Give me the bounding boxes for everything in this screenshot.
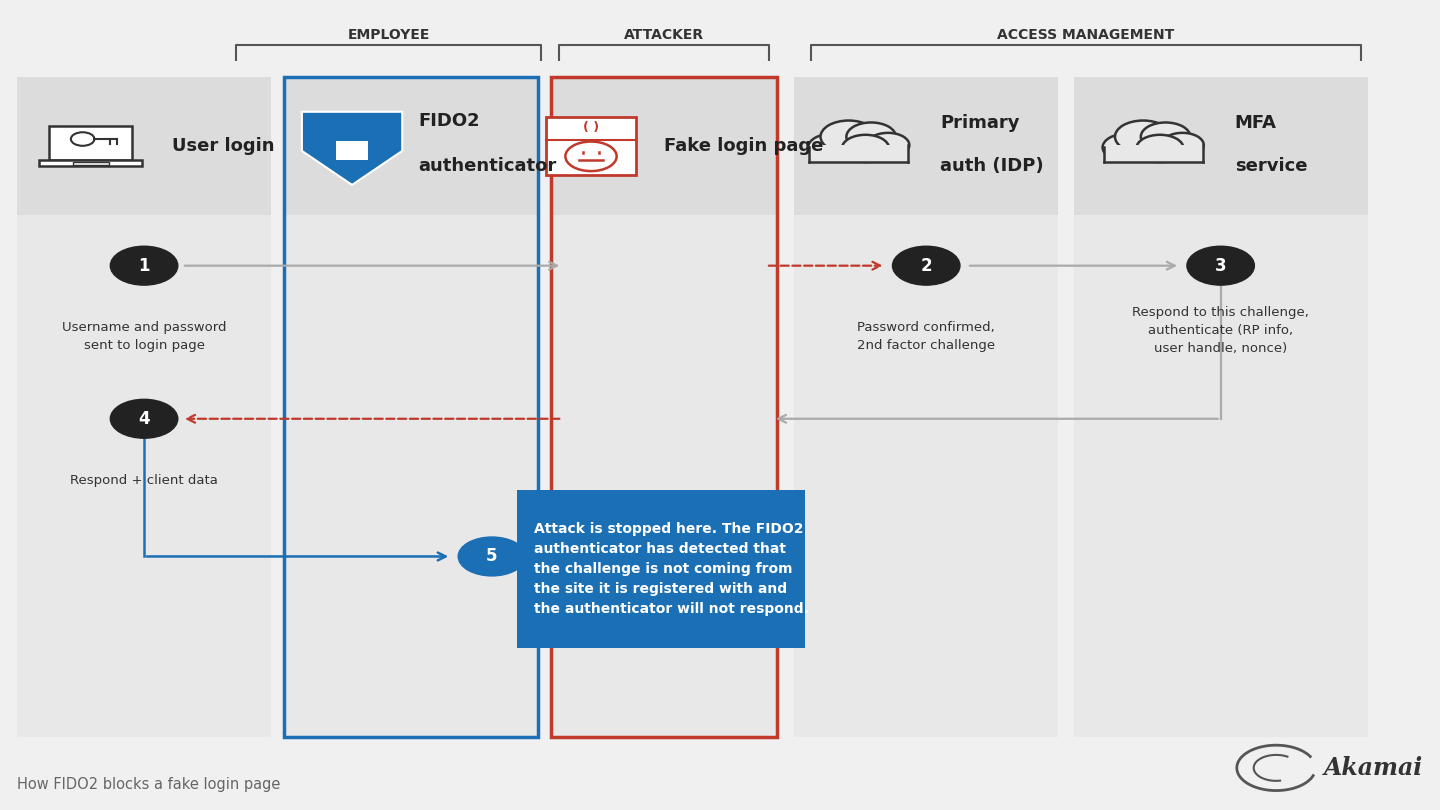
Bar: [517, 490, 805, 648]
Bar: [793, 77, 1058, 737]
Circle shape: [1136, 134, 1184, 162]
Circle shape: [1187, 246, 1254, 285]
Text: 5: 5: [487, 548, 498, 565]
Text: FIDO2: FIDO2: [418, 113, 480, 130]
Text: ATTACKER: ATTACKER: [624, 28, 704, 42]
Bar: [1103, 145, 1202, 162]
Bar: [17, 77, 271, 737]
Text: User login: User login: [173, 137, 275, 155]
Circle shape: [867, 133, 909, 157]
Text: Username and password
sent to login page: Username and password sent to login page: [62, 321, 226, 352]
Text: ACCESS MANAGEMENT: ACCESS MANAGEMENT: [996, 28, 1175, 42]
Text: 2: 2: [920, 257, 932, 275]
Circle shape: [893, 246, 960, 285]
Bar: [284, 77, 539, 737]
Circle shape: [1103, 134, 1149, 161]
Bar: [39, 160, 143, 166]
Circle shape: [1161, 133, 1204, 157]
Text: ( ): ( ): [583, 121, 599, 134]
Bar: [809, 145, 909, 162]
Text: MFA: MFA: [1234, 114, 1277, 132]
Text: Primary: Primary: [940, 114, 1020, 132]
Bar: [552, 77, 778, 215]
Text: How FIDO2 blocks a fake login page: How FIDO2 blocks a fake login page: [17, 777, 281, 791]
Circle shape: [842, 134, 888, 162]
Circle shape: [1115, 121, 1171, 153]
Bar: [72, 162, 109, 165]
Circle shape: [821, 121, 877, 153]
Bar: [793, 77, 1058, 215]
Text: Respond to this challenge,
authenticate (RP info,
user handle, nonce): Respond to this challenge, authenticate …: [1132, 306, 1309, 355]
Bar: [546, 117, 636, 175]
Circle shape: [847, 122, 896, 151]
Bar: [17, 77, 271, 215]
Circle shape: [111, 246, 177, 285]
Text: Attack is stopped here. The FIDO2
authenticator has detected that
the challenge : Attack is stopped here. The FIDO2 authen…: [534, 522, 809, 616]
PathPatch shape: [302, 112, 402, 185]
Text: EMPLOYEE: EMPLOYEE: [347, 28, 429, 42]
Text: service: service: [1234, 157, 1308, 175]
Circle shape: [1140, 122, 1191, 151]
Text: auth (IDP): auth (IDP): [940, 157, 1044, 175]
Text: 4: 4: [138, 410, 150, 428]
Circle shape: [808, 134, 855, 161]
Bar: [552, 77, 778, 737]
Bar: [336, 142, 369, 160]
Text: Fake login page: Fake login page: [664, 137, 824, 155]
Circle shape: [458, 537, 526, 576]
Bar: [1074, 77, 1368, 215]
Text: authenticator: authenticator: [418, 157, 556, 175]
Text: Password confirmed,
2nd factor challenge: Password confirmed, 2nd factor challenge: [857, 321, 995, 352]
Bar: [49, 126, 132, 160]
Text: Akamai: Akamai: [1323, 756, 1423, 780]
Text: 1: 1: [138, 257, 150, 275]
Text: Respond + client data: Respond + client data: [71, 474, 217, 487]
Bar: [1074, 77, 1368, 737]
Bar: [552, 77, 778, 737]
Circle shape: [111, 399, 177, 438]
Bar: [284, 77, 539, 215]
Bar: [284, 77, 539, 737]
Text: 3: 3: [1215, 257, 1227, 275]
